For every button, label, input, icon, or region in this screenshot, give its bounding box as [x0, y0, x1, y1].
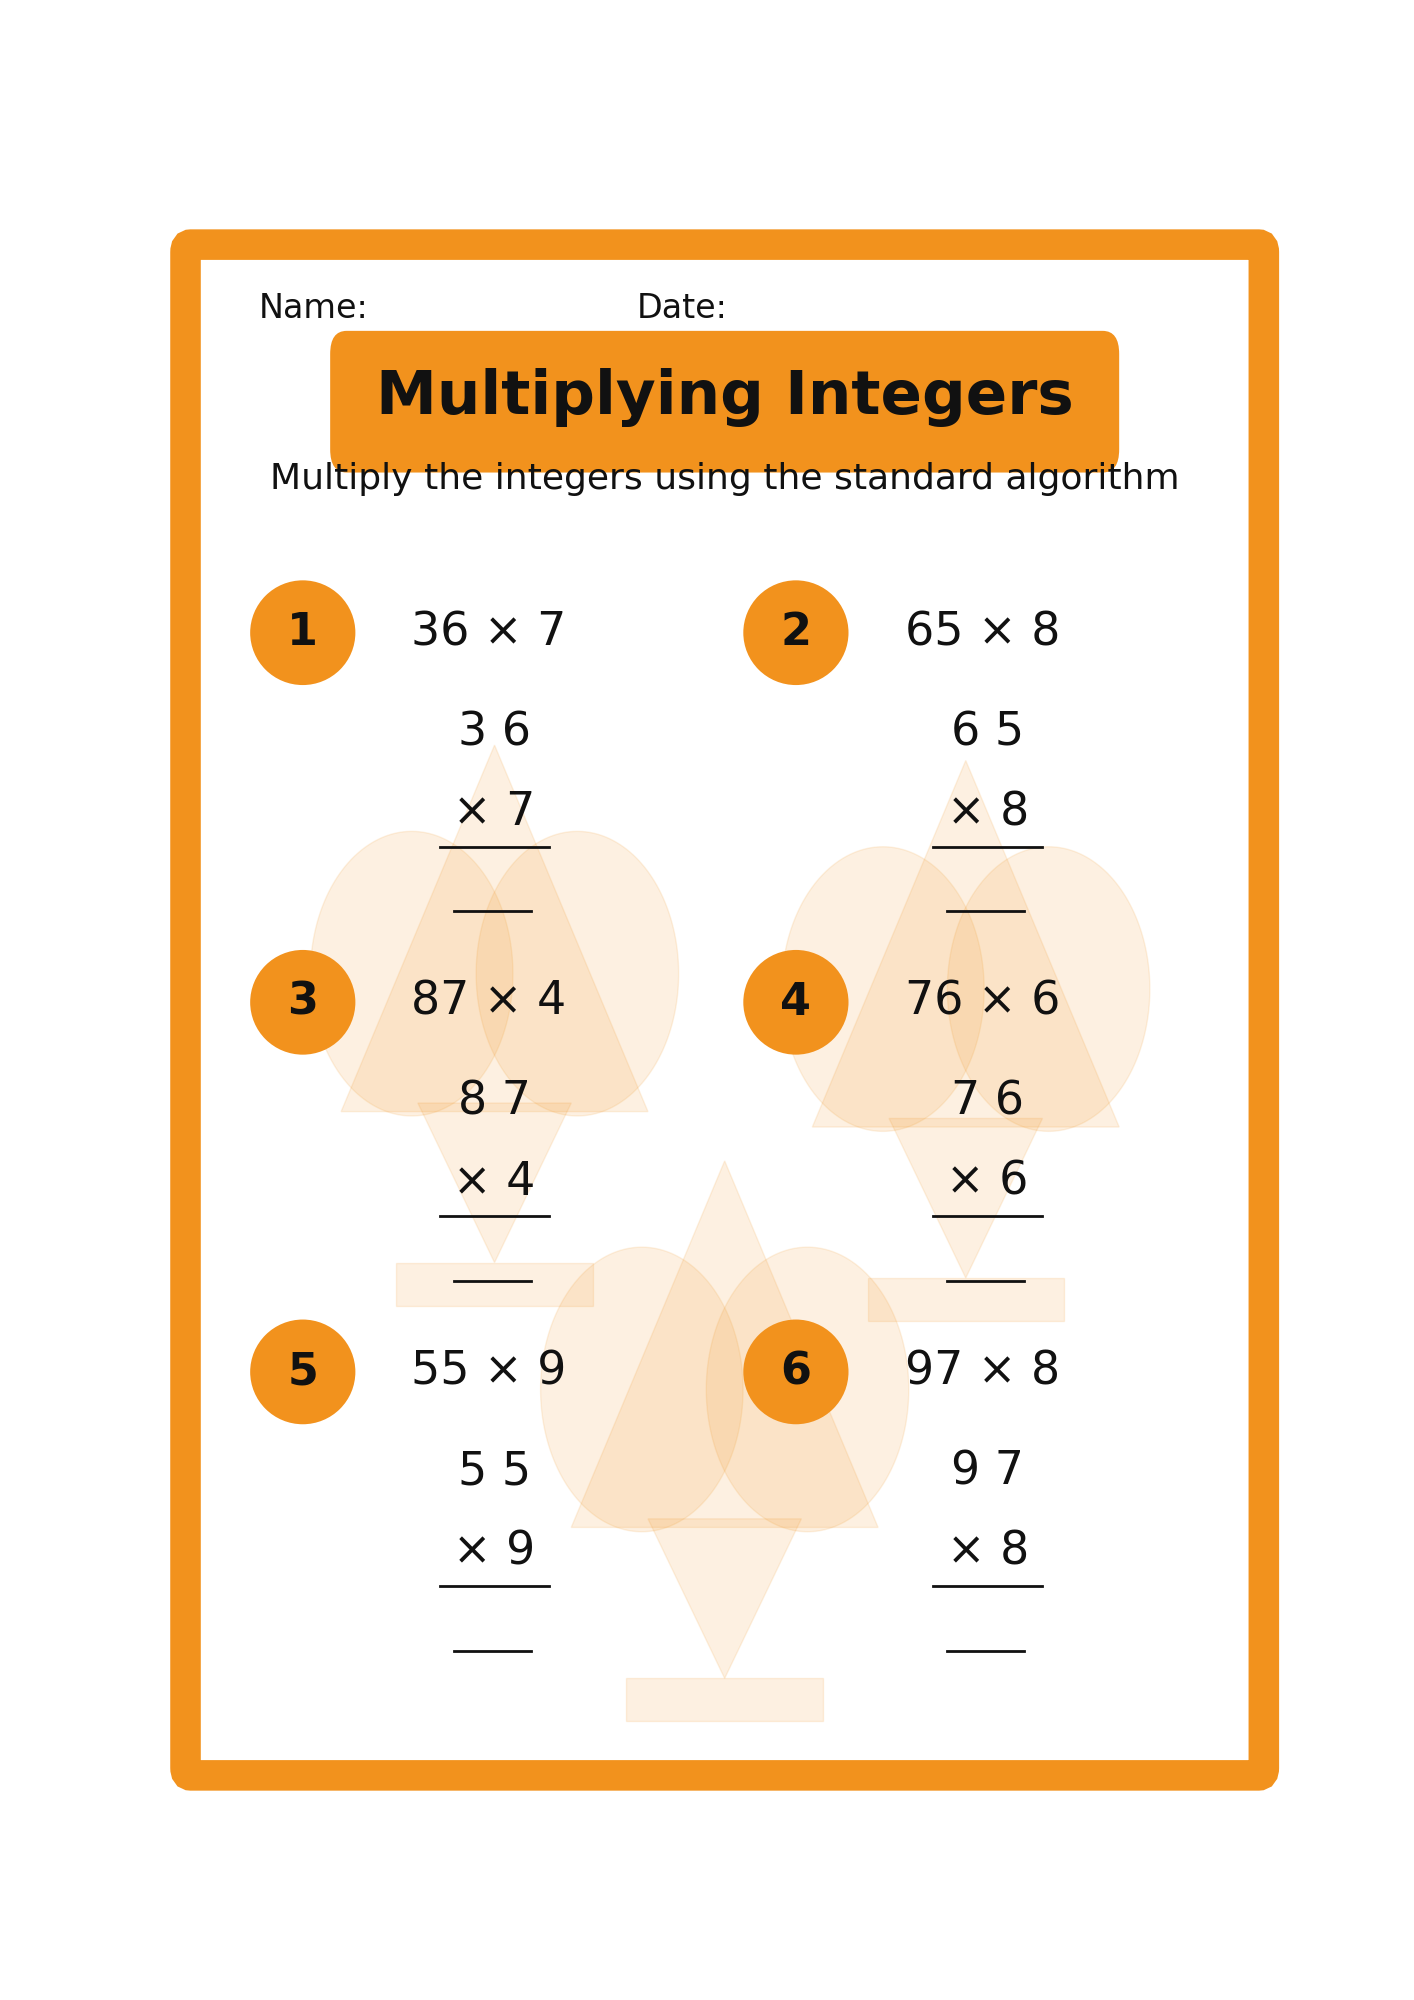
Text: 36 × 7: 36 × 7 — [411, 610, 567, 656]
Text: × 7: × 7 — [454, 790, 536, 836]
Text: 3: 3 — [287, 980, 318, 1024]
Polygon shape — [540, 1248, 744, 1532]
Text: 2: 2 — [781, 612, 812, 654]
Text: 4: 4 — [781, 980, 812, 1024]
Text: 9 7: 9 7 — [952, 1450, 1024, 1494]
Ellipse shape — [744, 950, 848, 1054]
Text: Name:: Name: — [259, 292, 369, 324]
Text: 6 5: 6 5 — [952, 710, 1024, 756]
Text: 55 × 9: 55 × 9 — [411, 1350, 567, 1394]
Polygon shape — [571, 1160, 878, 1528]
Text: 87 × 4: 87 × 4 — [411, 980, 567, 1024]
Text: 5 5: 5 5 — [458, 1450, 532, 1494]
FancyBboxPatch shape — [331, 330, 1120, 472]
Polygon shape — [311, 832, 513, 1116]
Polygon shape — [813, 760, 1120, 1128]
Ellipse shape — [250, 1320, 355, 1424]
Text: Multiplying Integers: Multiplying Integers — [376, 368, 1073, 426]
Text: 7 6: 7 6 — [952, 1080, 1024, 1124]
Polygon shape — [889, 1118, 1042, 1278]
Text: 65 × 8: 65 × 8 — [905, 610, 1060, 656]
Text: × 8: × 8 — [946, 790, 1029, 836]
Polygon shape — [626, 1678, 823, 1722]
Text: 3 6: 3 6 — [458, 710, 532, 756]
Ellipse shape — [744, 580, 848, 686]
Polygon shape — [947, 846, 1150, 1132]
Text: Date:: Date: — [638, 292, 728, 324]
Text: × 6: × 6 — [946, 1160, 1029, 1204]
Text: 6: 6 — [781, 1350, 812, 1394]
Text: × 8: × 8 — [946, 1530, 1029, 1574]
Text: 76 × 6: 76 × 6 — [905, 980, 1060, 1024]
Polygon shape — [477, 832, 679, 1116]
Polygon shape — [419, 1104, 571, 1262]
Polygon shape — [868, 1278, 1063, 1322]
Polygon shape — [782, 846, 984, 1132]
Text: 1: 1 — [287, 612, 318, 654]
Ellipse shape — [744, 1320, 848, 1424]
Polygon shape — [706, 1248, 909, 1532]
Polygon shape — [648, 1518, 802, 1678]
Ellipse shape — [250, 580, 355, 686]
Text: 8 7: 8 7 — [458, 1080, 532, 1124]
Text: × 4: × 4 — [454, 1160, 536, 1204]
Ellipse shape — [250, 950, 355, 1054]
Text: Multiply the integers using the standard algorithm: Multiply the integers using the standard… — [270, 462, 1179, 496]
Polygon shape — [396, 1262, 592, 1306]
Text: 5: 5 — [287, 1350, 318, 1394]
Text: 97 × 8: 97 × 8 — [905, 1350, 1059, 1394]
Text: × 9: × 9 — [454, 1530, 536, 1574]
Polygon shape — [341, 746, 648, 1112]
